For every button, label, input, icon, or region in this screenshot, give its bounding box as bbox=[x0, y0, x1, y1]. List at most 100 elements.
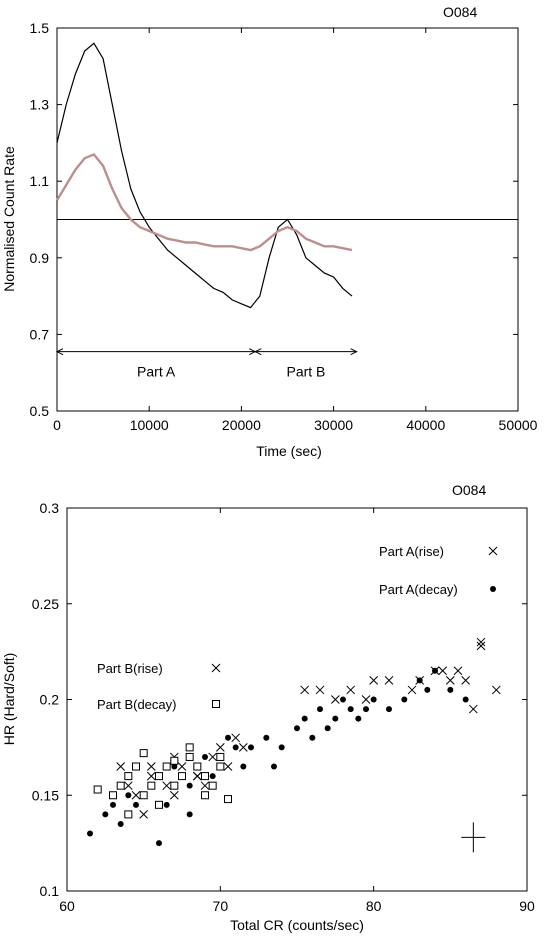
data-point bbox=[370, 696, 377, 703]
data-point bbox=[223, 762, 233, 771]
data-point bbox=[209, 773, 216, 780]
x-tick-label: 50000 bbox=[499, 417, 538, 433]
series-3 bbox=[116, 743, 248, 819]
data-point bbox=[155, 800, 163, 809]
x-tick-label: 90 bbox=[519, 898, 535, 914]
y-axis-label: HR (Hard/Soft) bbox=[1, 653, 17, 746]
data-point bbox=[87, 830, 93, 837]
data-point bbox=[301, 715, 308, 722]
data-point bbox=[133, 801, 139, 808]
data-point bbox=[200, 781, 210, 791]
cross-stroke bbox=[131, 790, 141, 800]
data-point bbox=[491, 685, 501, 695]
data-point bbox=[177, 762, 187, 771]
annotation-arrowhead bbox=[350, 348, 358, 356]
data-point bbox=[139, 810, 149, 819]
data-point bbox=[215, 743, 225, 752]
data-point bbox=[169, 790, 179, 800]
hardness-ratio-panel: O084 Total CR (counts/sec) HR (Hard/Soft… bbox=[1, 482, 535, 933]
data-point bbox=[332, 715, 339, 722]
data-point bbox=[386, 706, 392, 713]
data-point bbox=[146, 771, 156, 781]
data-point bbox=[162, 781, 172, 791]
data-point bbox=[109, 791, 117, 800]
legend-label-part-b-rise: Part B(rise) bbox=[97, 661, 163, 676]
legend-marker-part-b-decay bbox=[212, 700, 220, 708]
cross-stroke bbox=[361, 695, 371, 704]
data-point bbox=[271, 763, 277, 770]
data-point bbox=[185, 752, 194, 761]
data-point bbox=[363, 706, 369, 713]
chart-title: O084 bbox=[443, 4, 477, 20]
data-point bbox=[315, 685, 325, 695]
data-point bbox=[125, 792, 132, 799]
data-point bbox=[476, 637, 486, 647]
cross-stroke bbox=[177, 762, 187, 771]
data-point bbox=[232, 744, 239, 751]
data-point bbox=[110, 801, 116, 808]
cross-stroke bbox=[146, 771, 156, 781]
series-group bbox=[87, 637, 501, 853]
legend-marker-part-a-decay bbox=[490, 586, 496, 592]
data-point bbox=[146, 762, 156, 771]
data-point bbox=[162, 762, 171, 771]
series-group bbox=[55, 42, 518, 309]
data-point bbox=[468, 704, 478, 714]
data-point bbox=[476, 641, 486, 651]
legend: Part A(rise) Part A(decay) Part B(rise) … bbox=[97, 544, 498, 712]
data-point bbox=[185, 743, 194, 752]
cross-stroke bbox=[346, 685, 356, 695]
data-point bbox=[300, 685, 310, 695]
data-point bbox=[186, 782, 193, 789]
y-tick-label: 1.5 bbox=[30, 20, 50, 36]
data-point bbox=[330, 695, 340, 704]
data-point bbox=[453, 666, 463, 676]
data-point bbox=[155, 772, 163, 781]
cross-stroke bbox=[384, 675, 394, 685]
cross-stroke bbox=[211, 663, 221, 673]
data-point bbox=[201, 772, 209, 781]
data-point bbox=[171, 763, 178, 770]
axis-ticks: 60 70 80 90 0.1 0.15 0.2 0.25 0.3 bbox=[32, 500, 535, 914]
data-point bbox=[263, 734, 270, 741]
data-point bbox=[139, 791, 148, 800]
y-tick-label: 0.7 bbox=[30, 326, 50, 342]
data-point bbox=[317, 706, 323, 713]
y-tick-label: 0.1 bbox=[40, 883, 60, 899]
data-point bbox=[224, 795, 232, 804]
data-point bbox=[384, 675, 394, 685]
cross-stroke bbox=[162, 781, 172, 791]
legend-label-part-b-decay: Part B(decay) bbox=[97, 697, 176, 712]
x-tick-label: 0 bbox=[53, 417, 61, 433]
y-tick-label: 0.9 bbox=[30, 250, 50, 266]
data-point bbox=[461, 675, 471, 685]
data-point bbox=[193, 762, 202, 771]
data-point bbox=[202, 753, 208, 760]
cross-stroke bbox=[476, 637, 486, 647]
cross-stroke bbox=[330, 695, 340, 704]
data-point bbox=[178, 772, 186, 781]
data-point bbox=[208, 781, 217, 790]
data-point bbox=[294, 725, 300, 732]
legend-label-part-a-decay: Part A(decay) bbox=[379, 582, 458, 597]
data-point bbox=[401, 696, 408, 703]
data-point bbox=[170, 781, 179, 790]
x-tick-label: 60 bbox=[59, 898, 75, 914]
data-point bbox=[309, 734, 316, 741]
data-point bbox=[170, 756, 179, 765]
data-point bbox=[192, 771, 202, 781]
data-point bbox=[240, 763, 247, 770]
data-point bbox=[225, 734, 231, 741]
data-point bbox=[163, 801, 170, 808]
x-tick-label: 70 bbox=[213, 898, 229, 914]
data-point bbox=[248, 744, 254, 751]
cross-stroke bbox=[300, 685, 310, 695]
chart-title: O084 bbox=[452, 482, 486, 498]
cross-stroke bbox=[123, 781, 133, 791]
data-point bbox=[124, 810, 133, 819]
data-point bbox=[208, 752, 218, 762]
data-point bbox=[361, 695, 371, 704]
cross-stroke bbox=[139, 810, 149, 819]
data-point bbox=[407, 685, 417, 695]
data-point bbox=[102, 811, 109, 818]
